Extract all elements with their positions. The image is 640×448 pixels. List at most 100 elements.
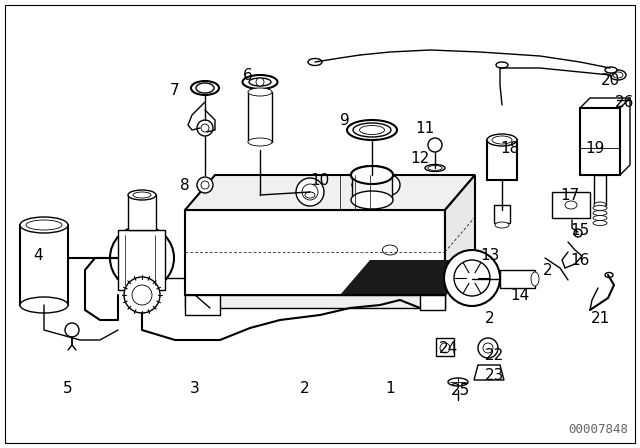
Ellipse shape: [20, 217, 68, 233]
Text: 5: 5: [63, 380, 73, 396]
Circle shape: [380, 175, 400, 195]
Circle shape: [201, 124, 209, 132]
Bar: [494, 205, 510, 223]
Polygon shape: [118, 230, 165, 290]
Text: 17: 17: [561, 188, 580, 202]
Text: 20: 20: [600, 73, 620, 87]
Text: 23: 23: [485, 367, 505, 383]
Text: 8: 8: [180, 177, 190, 193]
Circle shape: [197, 177, 213, 193]
Polygon shape: [185, 210, 445, 295]
Text: 1: 1: [385, 380, 395, 396]
Circle shape: [454, 260, 490, 296]
Ellipse shape: [613, 72, 623, 78]
Circle shape: [440, 343, 450, 353]
Ellipse shape: [565, 201, 577, 209]
Circle shape: [197, 120, 213, 136]
Text: 2: 2: [300, 380, 310, 396]
Ellipse shape: [347, 120, 397, 140]
Circle shape: [122, 238, 162, 278]
Ellipse shape: [593, 220, 607, 225]
Bar: [487, 140, 517, 180]
Ellipse shape: [26, 220, 62, 230]
Text: 25: 25: [451, 383, 470, 397]
Bar: [128, 195, 156, 230]
Circle shape: [483, 343, 493, 353]
Ellipse shape: [351, 191, 393, 209]
Ellipse shape: [352, 177, 392, 193]
Text: 4: 4: [33, 247, 43, 263]
Text: 18: 18: [500, 141, 520, 155]
Polygon shape: [340, 260, 475, 295]
Bar: [436, 338, 454, 356]
Ellipse shape: [605, 272, 613, 277]
Text: 2: 2: [485, 310, 495, 326]
Ellipse shape: [495, 222, 509, 228]
Polygon shape: [185, 295, 445, 308]
Polygon shape: [185, 175, 475, 210]
Circle shape: [124, 277, 160, 313]
Text: 10: 10: [310, 172, 330, 188]
Ellipse shape: [248, 88, 272, 96]
Ellipse shape: [360, 125, 385, 134]
Circle shape: [256, 78, 264, 86]
Ellipse shape: [496, 62, 508, 68]
Ellipse shape: [20, 297, 68, 313]
Text: 6: 6: [243, 68, 253, 82]
Circle shape: [132, 285, 152, 305]
Ellipse shape: [308, 59, 322, 65]
Circle shape: [574, 229, 582, 237]
Circle shape: [296, 178, 324, 206]
Circle shape: [428, 138, 442, 152]
Polygon shape: [474, 365, 504, 380]
Text: 9: 9: [340, 112, 350, 128]
Text: 22: 22: [485, 348, 504, 362]
Ellipse shape: [428, 165, 442, 171]
Bar: [500, 270, 535, 288]
Text: 15: 15: [570, 223, 589, 237]
Ellipse shape: [593, 211, 607, 215]
Circle shape: [478, 338, 498, 358]
Ellipse shape: [248, 138, 272, 146]
Circle shape: [302, 184, 318, 200]
Ellipse shape: [196, 83, 214, 93]
Ellipse shape: [425, 164, 445, 172]
Circle shape: [134, 250, 150, 266]
Polygon shape: [580, 108, 620, 175]
Text: 24: 24: [438, 340, 458, 356]
Text: 26: 26: [615, 95, 635, 109]
Text: 21: 21: [590, 310, 610, 326]
Ellipse shape: [351, 166, 393, 184]
Polygon shape: [185, 295, 220, 315]
Ellipse shape: [610, 70, 626, 80]
Text: 3: 3: [190, 380, 200, 396]
Ellipse shape: [357, 180, 387, 190]
Ellipse shape: [605, 67, 617, 73]
Ellipse shape: [492, 136, 512, 144]
Ellipse shape: [593, 206, 607, 211]
Ellipse shape: [487, 134, 517, 146]
Bar: [594, 175, 606, 205]
Text: 16: 16: [570, 253, 589, 267]
Text: 2: 2: [543, 263, 553, 277]
Circle shape: [65, 323, 79, 337]
Circle shape: [201, 181, 209, 189]
Bar: [352, 175, 392, 200]
Polygon shape: [552, 192, 590, 218]
Ellipse shape: [383, 245, 397, 255]
Text: 19: 19: [586, 141, 605, 155]
Text: 7: 7: [170, 82, 180, 98]
Ellipse shape: [351, 166, 393, 184]
Ellipse shape: [594, 202, 606, 208]
Ellipse shape: [593, 215, 607, 220]
Ellipse shape: [531, 272, 539, 286]
Text: 11: 11: [415, 121, 435, 135]
Ellipse shape: [448, 378, 468, 386]
Polygon shape: [420, 295, 445, 310]
Ellipse shape: [249, 78, 271, 86]
Text: 14: 14: [510, 288, 530, 302]
Polygon shape: [445, 175, 475, 295]
Text: 00007848: 00007848: [568, 423, 628, 436]
Ellipse shape: [353, 123, 391, 137]
Circle shape: [110, 226, 174, 290]
